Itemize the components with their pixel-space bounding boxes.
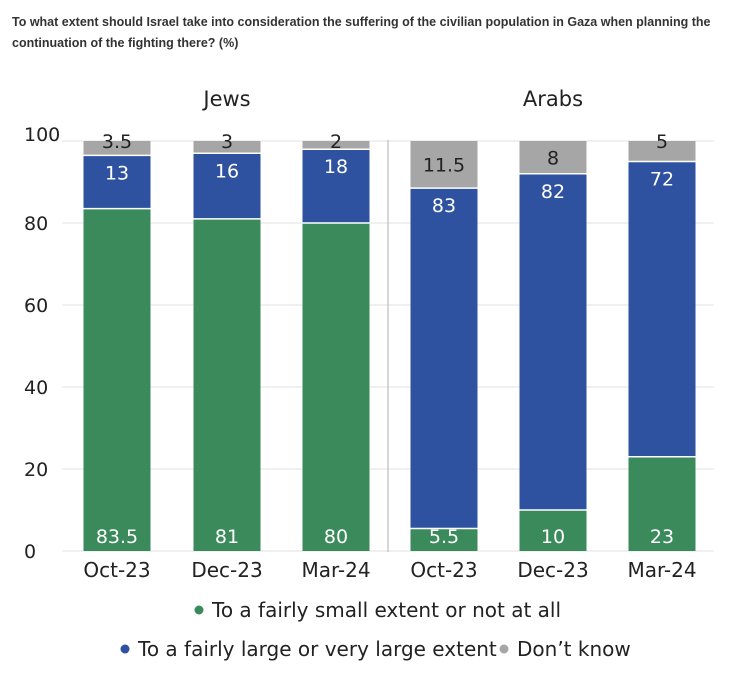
y-tick-label: 20: [24, 459, 48, 481]
data-label: 81: [215, 526, 239, 548]
bar-segment: [410, 528, 478, 551]
bar-segment: [519, 173, 587, 511]
data-label: 72: [650, 169, 674, 191]
group-labels: Jews Arabs: [201, 87, 583, 111]
bar-segment: [628, 161, 696, 457]
x-axis: Oct-23 Dec-23 Mar-24 Oct-23 Dec-23 Mar-24: [83, 558, 696, 582]
legend-label: Don’t know: [517, 637, 631, 661]
legend-marker: [194, 605, 204, 615]
data-label: 2: [330, 131, 342, 153]
bar-segment: [628, 456, 696, 551]
chart-title: To what extent should Israel take into c…: [12, 15, 711, 50]
x-tick-label: Mar-24: [301, 558, 370, 582]
y-axis: 0 20 40 60 80 100: [24, 124, 60, 563]
x-tick-label: Oct-23: [83, 558, 150, 582]
data-label: 3: [221, 131, 233, 153]
bar-segment: [302, 141, 370, 150]
bar-segment: [519, 141, 587, 174]
data-label: 16: [215, 160, 239, 182]
bar-segment: [193, 153, 261, 219]
bar-segment: [193, 141, 261, 154]
bar-segment: [410, 141, 478, 189]
data-label: 5: [656, 131, 668, 153]
data-label: 18: [324, 156, 348, 178]
group-label: Arabs: [523, 87, 583, 111]
bar-segment: [302, 223, 370, 551]
x-tick-label: Mar-24: [627, 558, 696, 582]
data-label: 5.5: [429, 526, 459, 548]
data-label: 83.5: [96, 526, 138, 548]
bar-segment: [519, 510, 587, 551]
data-label: 11.5: [423, 155, 465, 177]
bar-segment: [83, 208, 151, 551]
bars: 83.5 13 3.5 81 16 3 80 18 2 5.5 83 11.5 10 82 8 23 72 5: [83, 131, 696, 551]
y-tick-label: 80: [24, 213, 48, 235]
y-tick-label: 100: [24, 124, 60, 146]
x-tick-label: Dec-23: [517, 558, 588, 582]
bar-segment: [302, 149, 370, 223]
legend: To a fairly small extent or not at all To…: [120, 598, 631, 661]
y-tick-label: 60: [24, 295, 48, 317]
y-tick-label: 0: [24, 541, 36, 563]
data-label: 83: [432, 195, 456, 217]
data-label: 13: [105, 162, 129, 184]
data-label: 10: [541, 526, 565, 548]
bar-segment: [83, 141, 151, 156]
bar-segment: [83, 155, 151, 209]
legend-label: To a fairly small extent or not at all: [211, 598, 561, 622]
group-label: Jews: [201, 87, 250, 111]
bar-segment: [628, 141, 696, 162]
x-tick-label: Oct-23: [410, 558, 477, 582]
bar-segment: [193, 218, 261, 551]
bar-segment: [410, 188, 478, 529]
legend-label: To a fairly large or very large extent: [137, 637, 497, 661]
data-label: 80: [324, 526, 348, 548]
y-tick-label: 40: [24, 377, 48, 399]
legend-marker: [499, 644, 509, 654]
data-label: 3.5: [102, 131, 132, 153]
x-tick-label: Dec-23: [191, 558, 262, 582]
data-label: 23: [650, 526, 674, 548]
data-label: 8: [547, 147, 559, 169]
data-label: 82: [541, 181, 565, 203]
legend-marker: [120, 644, 130, 654]
